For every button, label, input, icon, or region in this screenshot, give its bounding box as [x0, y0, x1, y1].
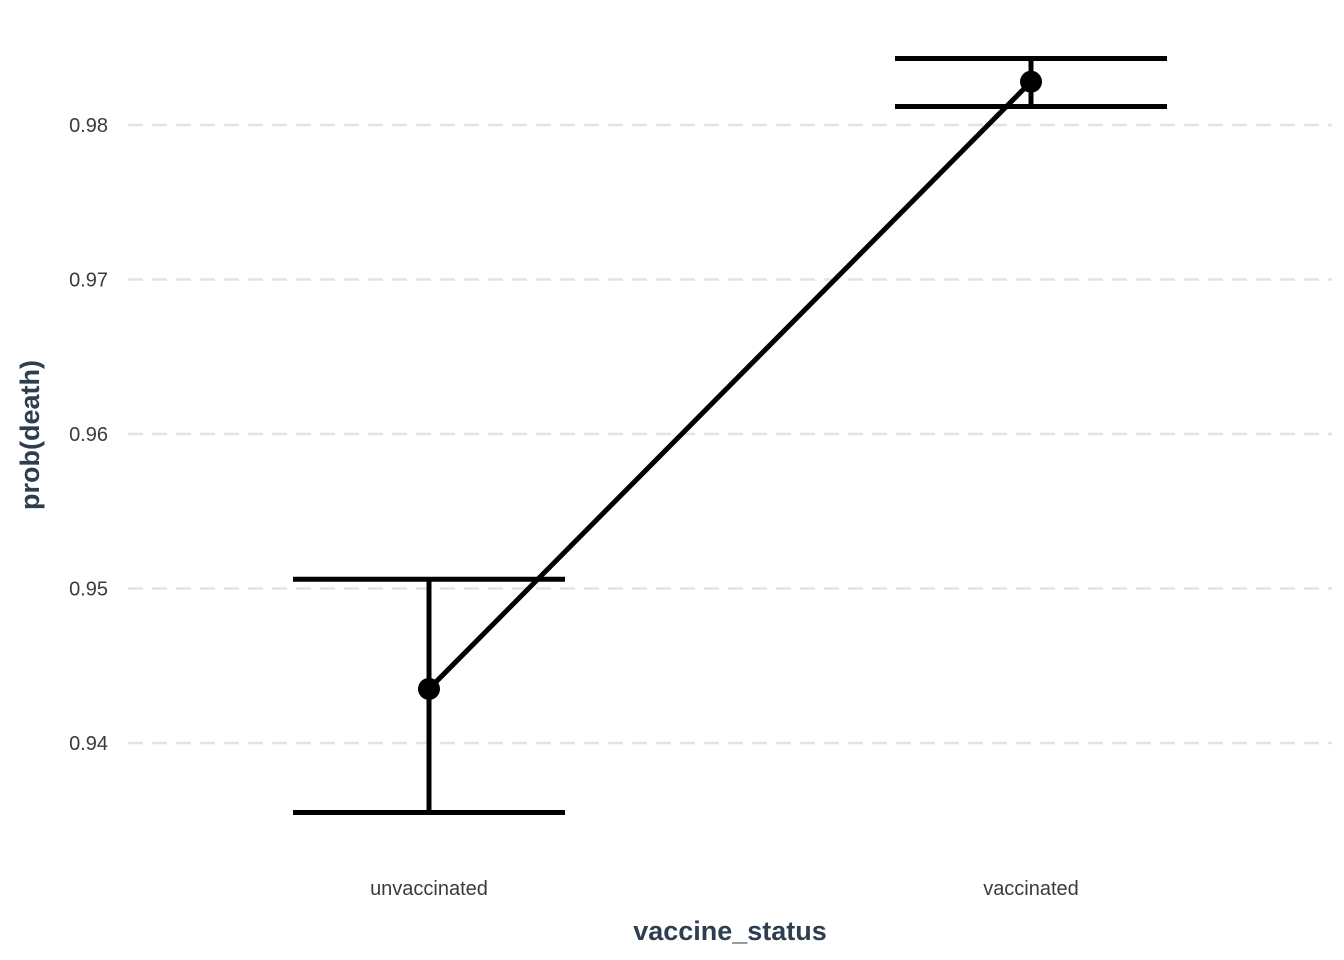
data-point	[418, 677, 440, 700]
y-axis-title: prob(death)	[15, 360, 45, 510]
plot-marks	[293, 56, 1167, 816]
y-tick-label: 0.95	[69, 579, 108, 601]
data-point	[1020, 70, 1042, 93]
y-tick-label: 0.98	[69, 115, 108, 137]
y-axis-ticks: 0.94 0.95 0.96 0.97 0.98	[69, 115, 108, 755]
y-tick-label: 0.94	[69, 733, 108, 755]
series-line	[427, 79, 1033, 691]
gridlines	[128, 123, 1332, 745]
x-tick-label: unvaccinated	[370, 878, 488, 900]
x-tick-label: vaccinated	[983, 878, 1079, 900]
y-tick-label: 0.97	[69, 269, 108, 291]
x-axis-ticks: unvaccinated vaccinated	[370, 878, 1079, 900]
y-tick-label: 0.96	[69, 424, 108, 446]
x-axis-title: vaccine_status	[633, 916, 827, 946]
